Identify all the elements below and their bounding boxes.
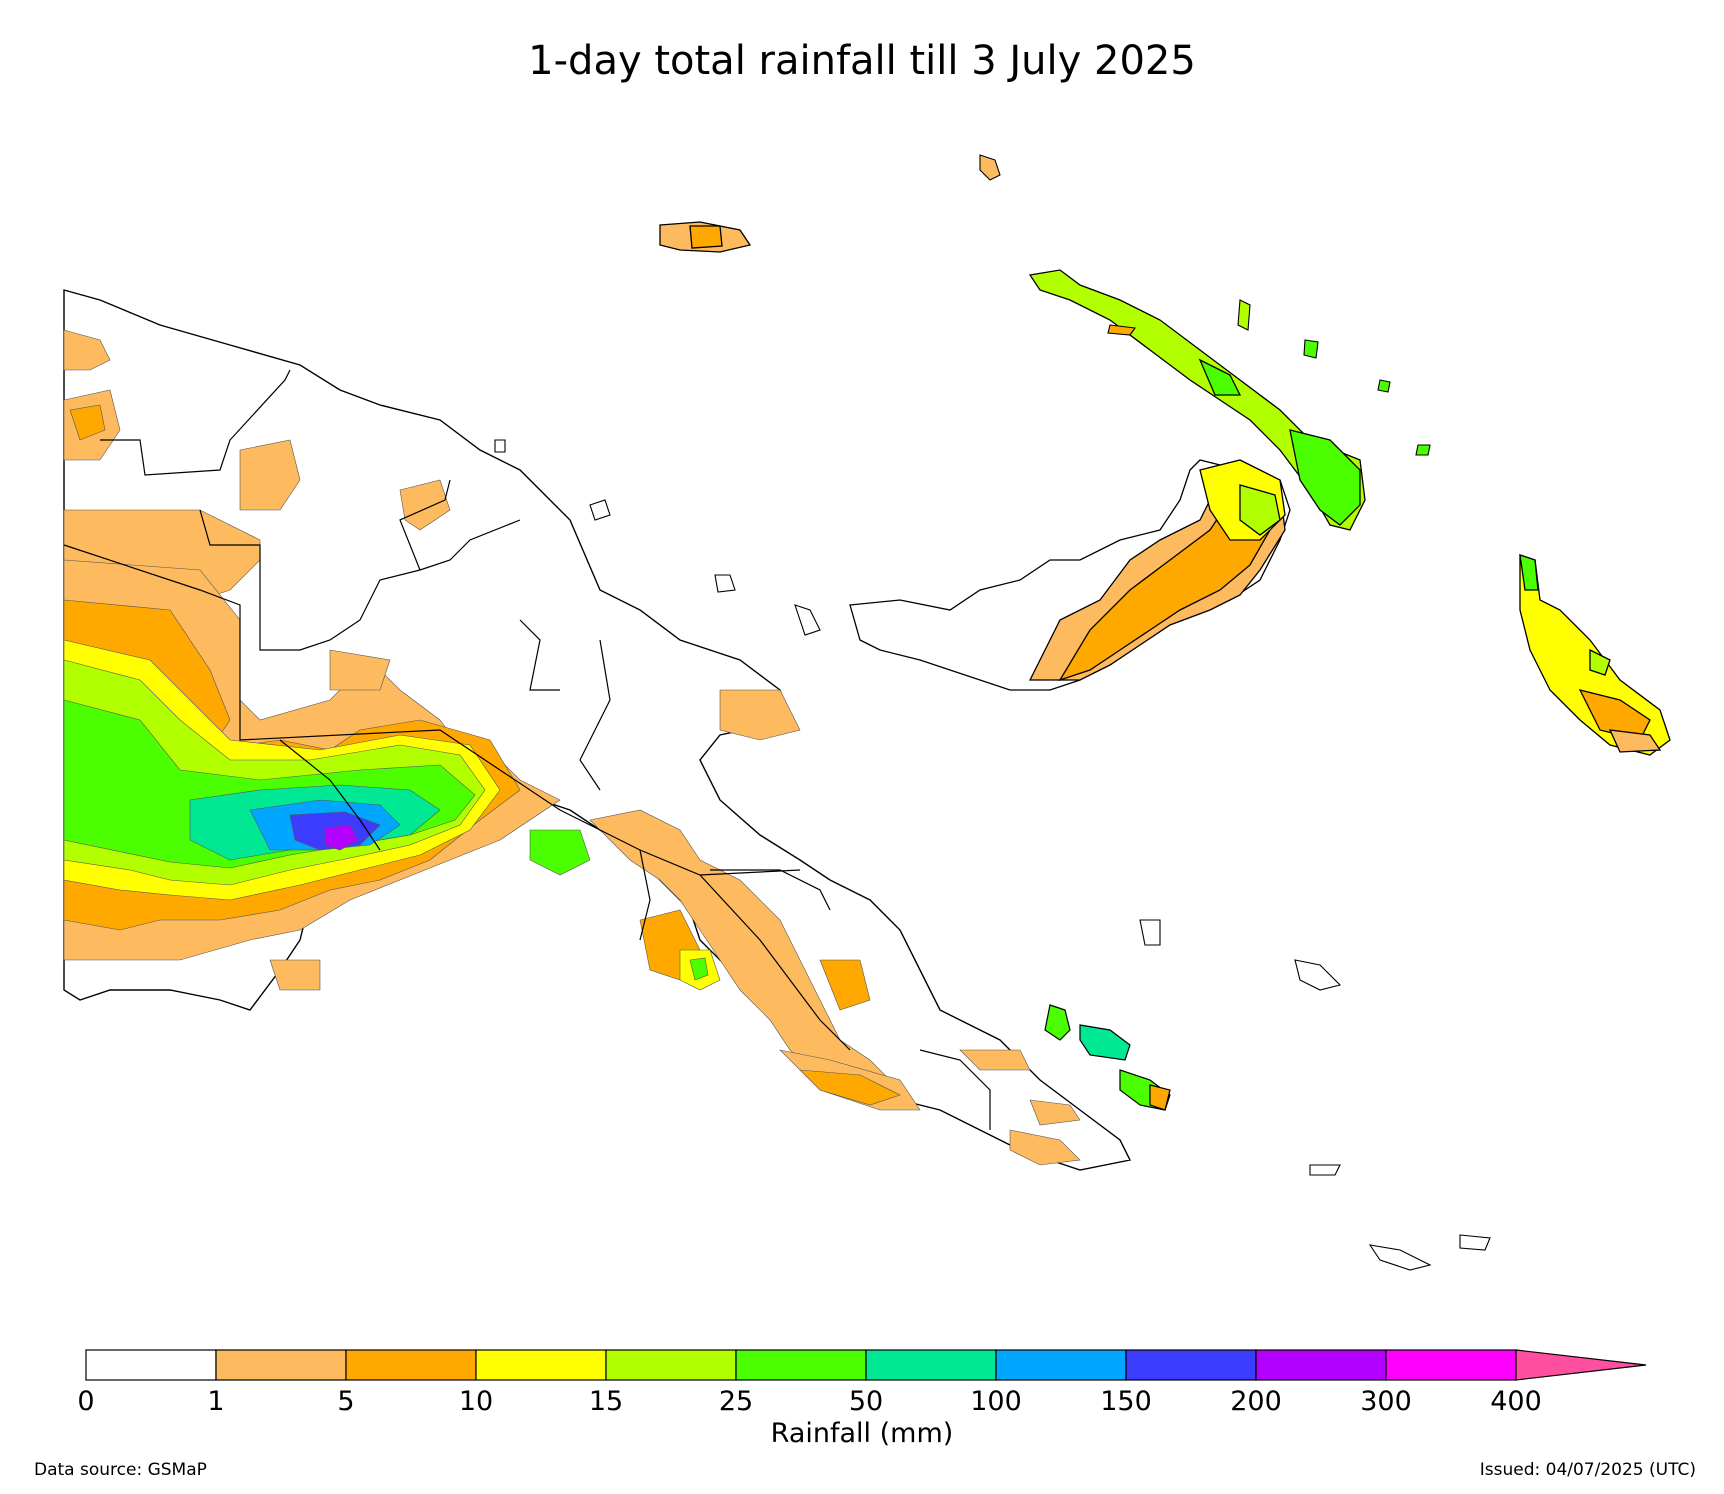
colorbar-tick-label: 200 — [1230, 1386, 1282, 1417]
page-title: 1-day total rainfall till 3 July 2025 — [528, 38, 1196, 84]
colorbar-segment — [995, 1349, 1127, 1381]
new-ireland-island — [1028, 269, 1366, 531]
colorbar-segment — [215, 1349, 347, 1381]
colorbar-segment — [85, 1349, 217, 1381]
colorbar-segment — [735, 1349, 867, 1381]
colorbar-segment — [1125, 1349, 1257, 1381]
rainfall-shading-mainland — [63, 329, 1081, 1166]
colorbar-tick-label: 15 — [588, 1386, 624, 1417]
colorbar-segment — [1385, 1349, 1517, 1381]
colorbar-title: Rainfall (mm) — [770, 1418, 954, 1449]
rainfall-map — [63, 154, 1671, 1271]
colorbar-tick-label: 50 — [848, 1386, 884, 1417]
colorbar-tick-label: 150 — [1100, 1386, 1152, 1417]
colorbar-tick-label: 100 — [970, 1386, 1022, 1417]
colorbar-segment — [475, 1349, 607, 1381]
colorbar-segment — [605, 1349, 737, 1381]
colorbar-segment — [865, 1349, 997, 1381]
dentrecasteaux-islands — [1044, 1004, 1171, 1111]
province-boundaries — [63, 369, 991, 1130]
colorbar-tick-label: 10 — [458, 1386, 494, 1417]
colorbar-tick-label: 300 — [1360, 1386, 1412, 1417]
colorbar-tick-label: 400 — [1490, 1386, 1542, 1417]
manus-island — [659, 221, 752, 253]
colorbar-tick-label: 5 — [337, 1386, 355, 1417]
colorbar — [85, 1349, 1647, 1381]
colorbar-extension — [1515, 1349, 1647, 1381]
colorbar-segment — [1255, 1349, 1387, 1381]
colorbar-tick-label: 1 — [207, 1386, 225, 1417]
colorbar-tick-label: 25 — [718, 1386, 754, 1417]
data-source: Data source: GSMaP — [34, 1460, 207, 1480]
new-britain-island — [849, 459, 1291, 691]
bougainville-island — [1519, 554, 1671, 756]
issued-date: Issued: 04/07/2025 (UTC) — [1479, 1460, 1696, 1480]
small-islands — [494, 154, 1491, 1271]
colorbar-segment — [345, 1349, 477, 1381]
colorbar-tick-label: 0 — [77, 1386, 95, 1417]
